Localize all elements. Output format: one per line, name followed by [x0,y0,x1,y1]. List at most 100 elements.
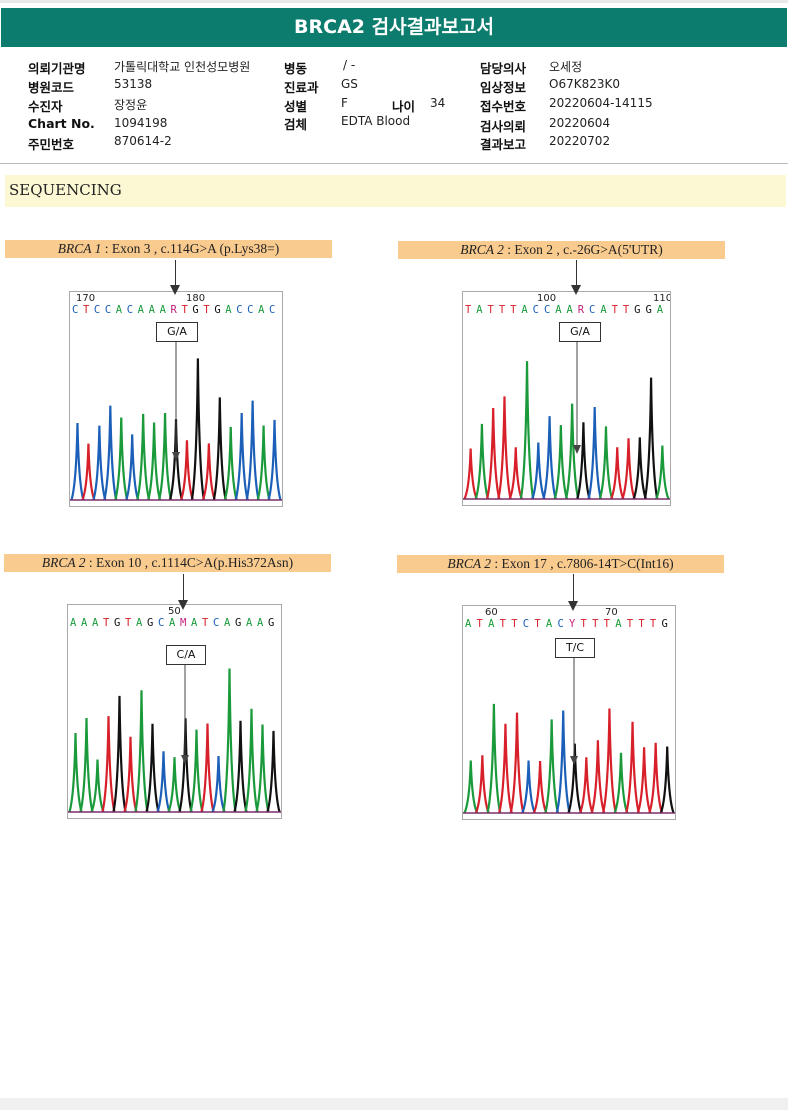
base-letter: A [488,618,496,630]
base-letter: T [203,304,212,316]
base-letter: A [615,618,624,630]
trace-peak [632,437,648,500]
chromatogram-1: 170 180 C T C C A C A A A R T G T G A C C A C G/A [69,291,283,507]
dept-label: 진료과 [284,80,319,95]
trace-peak [233,720,248,813]
trace-peak [223,426,238,501]
base-letter: T [649,618,658,630]
base-letter: A [257,617,265,629]
trace-peak [509,712,525,814]
trace-peak [544,719,560,814]
trace-peak [486,703,502,814]
base-letter: A [465,618,473,630]
base-letter: C [532,304,541,316]
trace-peak [211,755,226,813]
base-letter: A [225,304,234,316]
trace-peak [578,757,594,814]
arrow-line-3 [183,574,184,600]
trace-peak [508,447,523,500]
doctor-value: 오세정 [549,60,583,74]
trace-peak [255,724,270,813]
base-letter: C [557,618,566,630]
trace-peak [659,746,675,814]
trace-peak [136,413,151,501]
trace-peak [112,695,127,813]
trace-peak [134,690,149,813]
trace-peak [610,447,625,500]
trace-peak [474,423,490,500]
base-letter: T [499,618,508,630]
trace-peak [92,425,107,501]
ward-label: 병동 [284,61,308,76]
trace-peak [147,422,162,501]
variant-call-label: G/A [559,322,601,342]
hospital-label: 의뢰기관명 [28,61,86,76]
trace-peak [79,718,94,813]
pointer-arrow-icon [172,452,180,461]
trace-peak [114,417,129,501]
base-letter: A [246,617,254,629]
base-letter: R [577,304,586,316]
trace-plot [68,664,281,813]
position-label: 170 [76,293,96,304]
rrn-value: 870614-2 [114,134,172,148]
trace-peak [485,408,501,500]
base-letter: C [522,618,531,630]
trace-peak [167,757,182,813]
specimen-label: 검체 [284,117,308,132]
dept-value: GS [341,77,358,91]
sex-value: F [341,96,348,110]
trace-peak [519,361,535,500]
base-letter: T [202,617,210,629]
footer-band [0,1098,788,1110]
clinical-value: O67K823K0 [549,77,620,91]
chromatogram-3: 50 A A A T G T A G C A M A T C A G A A G C/A [67,604,282,819]
chromatogram-2: 100 110 T A T T T A C C A A R C A T T G G A G/A [462,291,671,506]
arrow-down-icon [170,285,180,295]
receipt-label: 접수번호 [480,99,527,114]
position-label: 60 [485,607,498,618]
trace-peak [266,730,281,813]
base-letter: T [465,304,473,316]
panel-gene-3: BRCA 2 [41,555,86,570]
position-label: 110 [653,293,671,304]
panel-title-1: BRCA 1 : Exon 3 , c.114G>A (p.Lys38=) [5,240,332,258]
arrow-down-icon [178,600,188,610]
arrow-down-icon [568,601,578,611]
trace-peak [267,419,282,501]
pointer-arrow-icon [573,445,581,454]
base-letter: C [247,304,255,316]
trace-peak [125,434,140,501]
base-letter: A [148,304,157,316]
patient-label: 수진자 [28,99,63,114]
base-letter: C [158,617,166,629]
base-letter: C [269,304,277,316]
trace-peak [190,358,206,501]
base-letter: C [104,304,113,316]
trace-peak [555,710,571,814]
rrn-label: 주민번호 [28,137,75,152]
base-letter: C [72,304,80,316]
base-letter: A [92,617,100,629]
base-letter: T [534,618,543,630]
base-letter: G [214,304,223,316]
trace-peak [576,422,591,500]
base-letter: C [543,304,552,316]
patient-info: 의뢰기관명 가톨릭대학교 인천성모병원 병원코드 53138 수진자 장정윤 C… [0,55,788,155]
position-label: 100 [537,293,557,304]
chromatogram-4: 60 70 A T A T T C T A C Y T T T A T T T G T/C [462,605,676,820]
code-value: 53138 [114,77,153,91]
trace-plot [70,341,282,501]
base-letter: T [622,304,631,316]
panel-gene-4: BRCA 2 [447,556,491,571]
base-letter: T [603,618,612,630]
chart-value: 1094198 [114,116,168,130]
base-letter: T [181,304,190,316]
trace-peak [463,760,479,814]
base-letter: T [592,618,600,630]
base-letter: A [136,617,144,629]
arrow-line-4 [573,574,574,601]
base-letter: T [476,618,485,630]
request-value: 20220604 [549,116,611,130]
trace-peak [531,442,546,500]
